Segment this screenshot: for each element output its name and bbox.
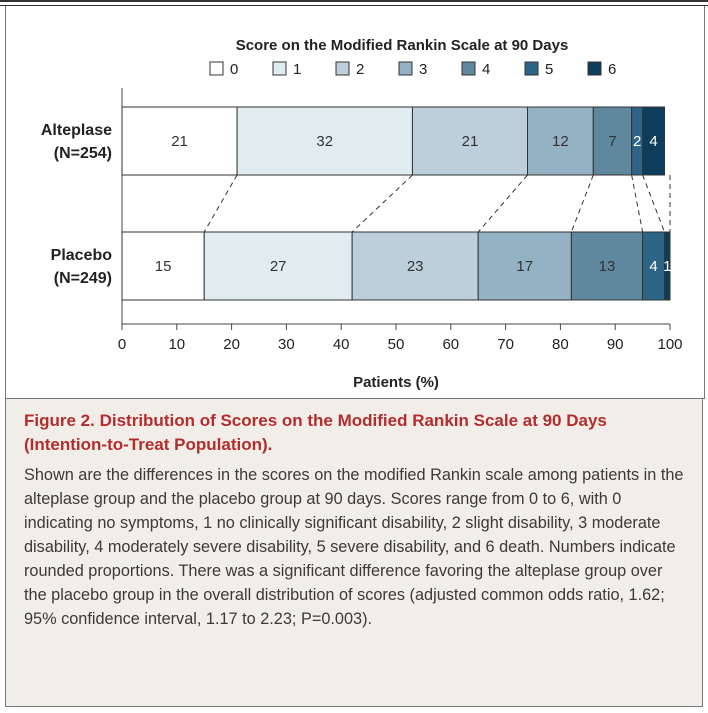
chart-title: Score on the Modified Rankin Scale at 90… [236,37,569,54]
legend-swatch-1 [272,61,287,76]
bar-value-label: 2 [633,133,641,150]
caption-title: Figure 2. Distribution of Scores on the … [24,409,684,457]
connector-line [642,174,665,233]
x-tick-label: 40 [333,336,350,353]
connector-line [203,174,238,233]
stacked-bar-chart: Score on the Modified Rankin Scale at 90… [41,37,683,391]
x-tick-label: 60 [442,336,459,353]
x-tick-label: 20 [223,336,240,353]
x-tick-label: 90 [607,336,624,353]
bar-value-label: 32 [316,133,333,150]
group-n-label: (N=254) [54,145,112,162]
bar-segment [642,106,666,176]
caption-body: Shown are the differences in the scores … [24,466,684,628]
bar-segment [570,231,644,301]
legend-label-2: 2 [356,61,364,78]
bar-value-label: 1 [663,258,671,275]
bar-segment [592,106,633,176]
x-axis-label: Patients (%) [353,374,439,391]
legend-label-1: 1 [293,61,301,78]
connector-line [631,174,644,233]
top-rule [0,0,708,2]
connector-line [351,174,413,233]
connector-line [570,174,594,233]
bar-segment [664,231,671,301]
legend-label-3: 3 [419,61,427,78]
bar-segment [411,106,529,176]
x-tick-label: 0 [118,336,126,353]
bar-value-label: 7 [608,133,616,150]
group-label: Alteplase [41,122,112,139]
figure-label: Figure 2. [24,411,95,430]
legend-swatch-4 [461,61,476,76]
x-tick-label: 30 [278,336,295,353]
legend-label-4: 4 [482,61,490,78]
bar-value-label: 21 [171,133,188,150]
legend-label-0: 0 [230,61,238,78]
legend-label-5: 5 [545,61,553,78]
legend-swatch-3 [398,61,413,76]
bar-value-label: 13 [599,258,616,275]
connector-line [477,174,528,233]
caption-panel: Figure 2. Distribution of Scores on the … [5,399,703,707]
bar-value-label: 21 [462,133,479,150]
bar-value-label: 4 [649,133,657,150]
figure-panel: Score on the Modified Rankin Scale at 90… [5,6,705,399]
x-tick-label: 10 [168,336,185,353]
legend-swatch-0 [209,61,224,76]
x-tick-label: 50 [388,336,405,353]
bar-segment [203,231,353,301]
x-tick-label: 70 [497,336,514,353]
legend-swatch-6 [587,61,602,76]
bar-segment [236,106,413,176]
bar-value-label: 23 [407,258,424,275]
bar-value-label: 17 [516,258,533,275]
bar-segment [527,106,594,176]
legend: 0 1 2 3 4 5 6 [209,61,616,78]
bar-segment [351,231,479,301]
bar-value-label: 15 [155,258,172,275]
group-label: Placebo [51,247,113,264]
bar-value-label: 27 [270,258,287,275]
figure-title: Distribution of Scores on the Modified R… [24,411,607,454]
legend-swatch-2 [335,61,350,76]
x-tick-label: 80 [552,336,569,353]
group-n-label: (N=249) [54,270,112,287]
legend-swatch-5 [524,61,539,76]
legend-label-6: 6 [608,61,616,78]
top-rule-thin [0,5,708,6]
x-tick-label: 100 [657,336,682,353]
bar-segment [121,231,205,301]
bar-value-label: 12 [552,133,569,150]
bar-value-label: 4 [649,258,657,275]
bar-segment [121,106,238,176]
